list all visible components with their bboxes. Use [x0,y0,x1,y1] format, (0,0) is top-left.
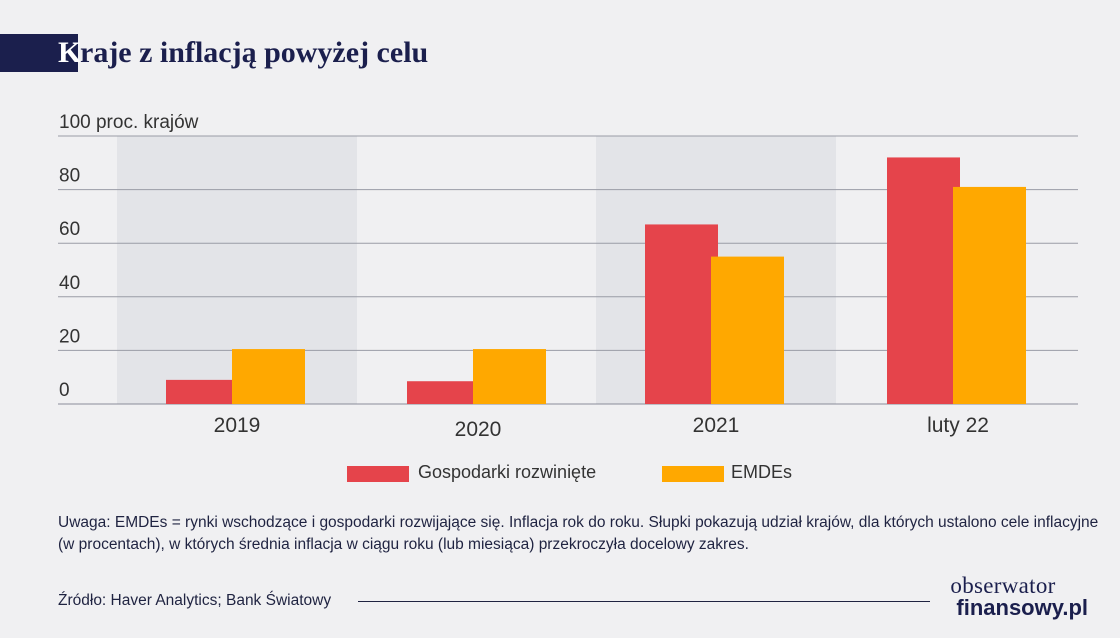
chart-note: Uwaga: EMDEs = rynki wschodzące i gospod… [58,514,1099,553]
bar-gospodarki-2 [645,224,718,404]
x-tick-label-2: 2021 [693,414,740,437]
source-divider [358,601,930,602]
y-tick-label-40: 40 [59,273,80,294]
x-tick-label-0: 2019 [214,414,261,437]
source-text: Źródło: Haver Analytics; Bank Światowy [58,592,332,609]
y-tick-label-80: 80 [59,166,80,187]
title-text: raje z inflacją powyżej celu [80,36,429,69]
y-tick-label-0: 0 [59,380,70,401]
bar-emdes-1 [473,349,546,404]
obserwator-finansowy-logo[interactable]: obserwator finansowy.pl [950,573,1088,620]
legend-swatch-gospodarki [347,466,409,482]
bar-emdes-0 [232,349,305,404]
y-tick-label-60: 60 [59,219,80,240]
bar-gospodarki-0 [166,379,239,404]
bar-gospodarki-1 [407,381,480,404]
bar-gospodarki-3 [887,157,960,404]
bar-emdes-3 [953,186,1026,404]
bar-chart: 0 20 40 60 80 100 proc. krajów 2019 2020 2021 lut… [58,112,1078,441]
x-tick-label-1: 2020 [455,418,502,441]
title-accent-bar [0,34,58,72]
x-tick-label-3: luty 22 [927,414,989,437]
legend-label-emdes: EMDEs [731,462,793,482]
y-axis-label: 100 proc. krajów [59,112,199,133]
legend-swatch-emdes [662,466,724,482]
legend-label-gospodarki: Gospodarki rozwinięte [418,462,597,482]
logo-text-bottom: finansowy.pl [956,595,1088,620]
y-tick-label-20: 20 [59,326,80,347]
bar-emdes-2 [711,256,784,404]
title-first-letter: K [58,34,81,72]
logo-text-top: obserwator [950,573,1056,598]
